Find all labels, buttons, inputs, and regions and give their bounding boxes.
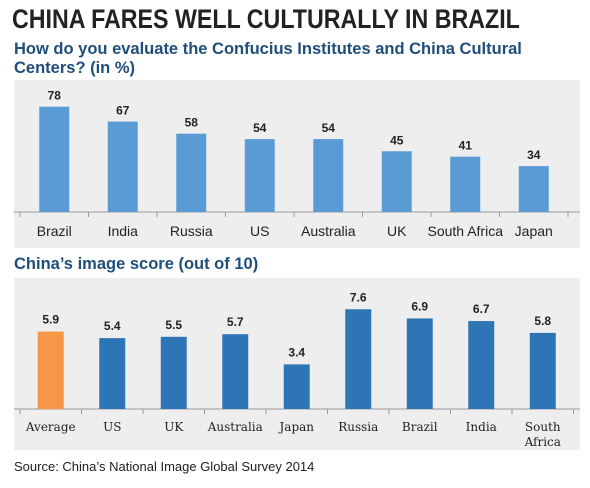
- headline: CHINA FARES WELL CULTURALLY IN BRAZIL: [12, 4, 520, 34]
- chart1-category-label: Russia: [170, 223, 213, 239]
- chart1-bar: [518, 166, 549, 212]
- chart2-category-label: Average: [25, 420, 76, 434]
- chart1-category-label: Japan: [515, 223, 553, 239]
- chart2-value-label: 5.8: [534, 314, 551, 328]
- chart1-svg: 78 Brazil 67 India 58 Russia 54 US 54 Australia 45…: [14, 89, 580, 239]
- chart2-bar: [160, 336, 187, 409]
- chart2-bar: [283, 364, 310, 409]
- chart1-value-label: 45: [390, 133, 404, 147]
- chart1-category-label: Australia: [301, 223, 356, 239]
- chart1-category-label: India: [108, 223, 139, 239]
- chart1-value-label: 58: [185, 116, 199, 130]
- chart2-category-label: UK: [164, 420, 184, 434]
- chart2-category-label: Russia: [338, 420, 378, 434]
- chart1-bar: [176, 133, 207, 212]
- chart1-bar: [381, 151, 412, 212]
- chart2-category-label: South Africa: [524, 420, 561, 449]
- chart2-value-label: 5.5: [165, 318, 182, 332]
- chart1-bar: [107, 121, 138, 212]
- chart1-bar: [244, 139, 275, 212]
- chart2-value-label: 5.9: [42, 313, 59, 327]
- chart2-bar: [37, 331, 64, 409]
- chart2-bar: [345, 309, 372, 409]
- chart2-category-label: India: [466, 420, 497, 434]
- chart1-bar: [450, 156, 481, 212]
- chart1-title: How do you evaluate the Confucius Instit…: [14, 40, 522, 77]
- chart1-bar: [313, 139, 344, 212]
- chart1-category-label: South Africa: [428, 223, 504, 239]
- chart2-bar: [99, 338, 126, 409]
- chart2-value-label: 3.4: [288, 345, 305, 359]
- chart2-bar: [529, 332, 556, 409]
- chart1-value-label: 34: [527, 148, 541, 162]
- chart2-bar: [468, 321, 495, 409]
- chart2-bar: [222, 334, 249, 409]
- source-note: Source: China’s National Image Global Su…: [14, 459, 315, 474]
- chart1-category-label: Brazil: [37, 223, 72, 239]
- chart2-value-label: 6.7: [473, 302, 490, 316]
- chart2-title: China’s image score (out of 10): [14, 255, 259, 273]
- chart1-value-label: 67: [116, 104, 130, 118]
- chart2-bar: [406, 318, 433, 409]
- chart2-category-label: Australia: [207, 420, 263, 434]
- chart2-value-label: 6.9: [411, 299, 428, 313]
- chart2-value-label: 5.7: [227, 315, 244, 329]
- chart2-value-label: 7.6: [350, 290, 367, 304]
- chart1-bar: [39, 106, 70, 212]
- chart2-category-label: Japan: [277, 420, 314, 434]
- chart1-panel: 78 Brazil 67 India 58 Russia 54 US 54 Australia 45…: [14, 80, 580, 248]
- chart2-svg: 5.9 Average 5.4 US 5.5 UK 5.7 Australia 3.4 Japan…: [14, 290, 580, 449]
- chart2-panel: 5.9 Average 5.4 US 5.5 UK 5.7 Australia 3.4 Japan…: [14, 278, 580, 450]
- chart1-category-label: UK: [387, 223, 407, 239]
- chart1-value-label: 54: [253, 121, 267, 135]
- chart1-category-label: US: [250, 223, 269, 239]
- chart1-value-label: 41: [459, 139, 473, 153]
- chart1-value-label: 78: [48, 89, 62, 103]
- chart2-value-label: 5.4: [104, 319, 121, 333]
- chart2-category-label: Brazil: [402, 420, 438, 434]
- chart2-category-label: US: [103, 420, 121, 434]
- chart1-value-label: 54: [322, 121, 336, 135]
